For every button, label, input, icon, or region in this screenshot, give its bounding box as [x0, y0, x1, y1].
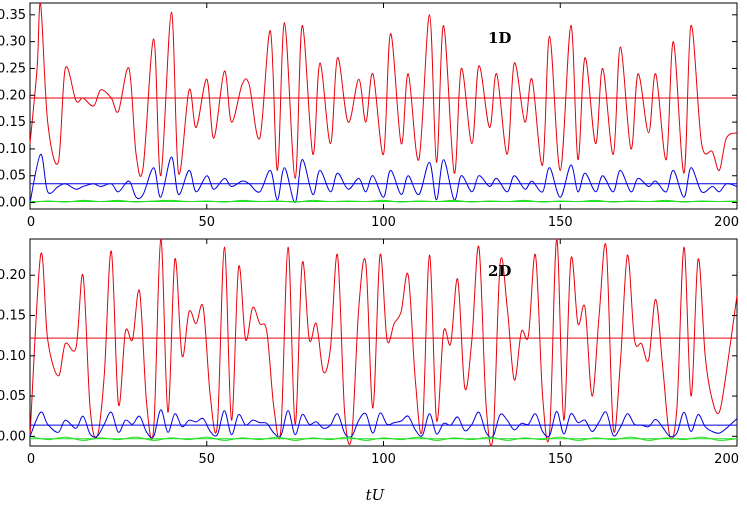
- panel-2d: 0.00 0.05 0.10 0.15 0.20 0 50 100 150 200 2D: [0, 238, 739, 467]
- y-tick-label: 0.20: [0, 88, 26, 103]
- y-tick-label: 0.30: [0, 35, 26, 50]
- x-tick-label: 200: [714, 215, 739, 230]
- x-tick-label: 50: [198, 215, 215, 230]
- x-tick-label: 150: [548, 452, 573, 467]
- panel-label-2d: 2D: [488, 262, 511, 280]
- y-tick-label: 0.00: [0, 196, 26, 211]
- series-layer: [29, 2, 738, 204]
- ticks-layer: 0.00 0.05 0.10 0.15 0.20 0 50 100 150 200: [0, 239, 739, 467]
- x-tick-label: 0: [27, 215, 35, 230]
- panel-label-1d: 1D: [488, 29, 511, 47]
- series-layer: [29, 238, 738, 446]
- series-line-2: [29, 409, 738, 439]
- series-line-0: [29, 238, 738, 446]
- y-tick-label: 0.10: [0, 349, 26, 364]
- y-tick-label: 0.35: [0, 8, 26, 23]
- x-axis-title: tU: [366, 486, 386, 504]
- y-tick-label: 0.00: [0, 429, 26, 444]
- series-line-2: [29, 153, 738, 204]
- x-tick-label: 50: [198, 452, 215, 467]
- plot-frame: [29, 238, 738, 447]
- y-tick-label: 0.10: [0, 142, 26, 157]
- y-tick-label: 0.05: [0, 389, 26, 404]
- x-tick-label: 100: [371, 452, 396, 467]
- y-tick-label: 0.15: [0, 309, 26, 324]
- y-tick-label: 0.25: [0, 61, 26, 76]
- y-tick-label: 0.15: [0, 115, 26, 130]
- x-tick-label: 200: [714, 452, 739, 467]
- x-tick-label: 100: [371, 215, 396, 230]
- x-tick-label: 0: [27, 452, 35, 467]
- series-line-0: [29, 2, 738, 179]
- panel-1d: 0.00 0.05 0.10 0.15 0.20 0.25 0.30 0.35 0 50 100 15…: [0, 2, 739, 230]
- y-tick-label: 0.05: [0, 169, 26, 184]
- plot-frame: [29, 2, 738, 210]
- x-tick-label: 150: [548, 215, 573, 230]
- ticks-layer: 0.00 0.05 0.10 0.15 0.20 0.25 0.30 0.35 0 50 100 15…: [0, 3, 739, 230]
- y-tick-label: 0.20: [0, 268, 26, 283]
